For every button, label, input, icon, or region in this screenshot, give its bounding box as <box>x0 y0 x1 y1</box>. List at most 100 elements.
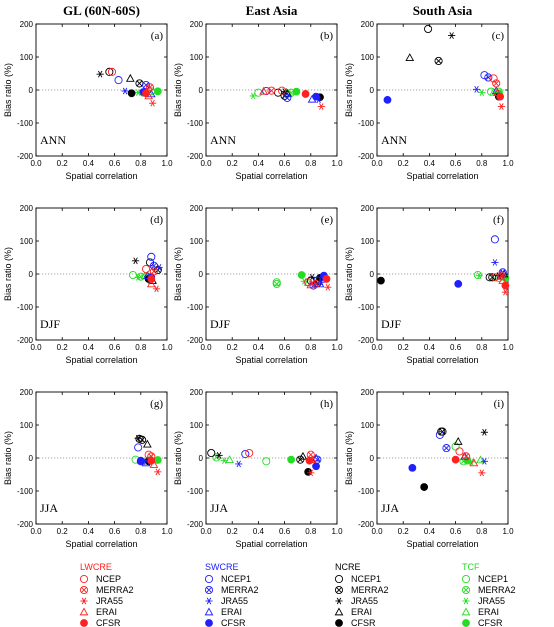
x-axis-label: Spatial correlation <box>65 539 137 549</box>
season-label: DJF <box>381 317 401 331</box>
season-label: JJA <box>381 501 399 515</box>
x-tick-label: 0.2 <box>398 159 410 168</box>
y-tick-label: -200 <box>187 520 204 529</box>
data-point-ncre-jra55 <box>131 257 140 265</box>
data-point-tcf-jra55 <box>249 92 257 100</box>
y-tick-label: 0 <box>370 270 375 279</box>
x-tick-label: 0.4 <box>424 159 436 168</box>
season-label: JJA <box>210 501 228 515</box>
y-tick-label: -200 <box>17 336 34 345</box>
y-tick-label: -100 <box>187 303 204 312</box>
data-point-ncre-ncep1 <box>105 67 114 76</box>
data-point-lwcre-cfsr <box>501 281 510 290</box>
x-tick-label: 0.8 <box>476 343 488 352</box>
x-tick-label: 0.2 <box>227 159 239 168</box>
data-point-lwcre-ncep <box>107 67 117 76</box>
data-point-lwcre-ncep <box>277 86 287 95</box>
data-point-swcre-cfsr <box>383 96 392 104</box>
x-tick-label: 0.0 <box>200 527 212 536</box>
data-point-swcre-jra55 <box>155 264 163 271</box>
x-tick-label: 1.0 <box>502 343 514 352</box>
data-point-lwcre-erai <box>306 280 316 289</box>
y-tick-label: 100 <box>361 53 375 62</box>
data-point-lwcre-jra55 <box>317 103 325 110</box>
legend-item-label: NCEP <box>96 574 121 584</box>
legend-item-label: MERRA2 <box>478 585 516 595</box>
y-tick-label: -100 <box>358 487 375 496</box>
x-tick-label: 0.8 <box>135 343 147 352</box>
y-tick-label: -200 <box>358 520 375 529</box>
legend-marker-circle <box>461 574 471 584</box>
y-tick-label: 200 <box>190 204 204 213</box>
data-point-swcre-ncep1 <box>147 252 156 261</box>
legend-marker-triangle <box>204 607 214 616</box>
data-point-swcre-jra55 <box>121 87 129 95</box>
data-point-swcre-jra55 <box>472 85 481 93</box>
data-point-swcre-jra55 <box>491 259 499 266</box>
season-label: ANN <box>210 133 236 147</box>
data-point-ncre-jra55 <box>134 434 142 442</box>
x-axis-label: Spatial correlation <box>406 171 478 181</box>
legend-item-label: NCEP1 <box>221 574 251 584</box>
data-point-lwcre-merra2 <box>149 267 158 276</box>
x-tick-label: 0.2 <box>57 159 69 168</box>
legend-item-label: CFSR <box>351 618 376 627</box>
data-point-swcre-ncep1 <box>480 71 489 80</box>
panel-letter: (e) <box>321 214 334 226</box>
data-point-tcf-ncep1 <box>262 457 271 466</box>
data-point-lwcre-cfsr <box>305 456 314 465</box>
data-point-lwcre-jra55 <box>307 469 315 477</box>
data-point-ncre-merra2 <box>488 273 497 282</box>
legend-item-label: ERAI <box>478 607 499 617</box>
data-point-lwcre-erai <box>146 279 156 288</box>
panel-letter: (i) <box>494 398 505 410</box>
y-tick-label: -200 <box>358 152 375 161</box>
panel-b: 0.0 0.2 0.4 0.6 0.8 1.0 200 100 0 -100 -200 Spatial… <box>173 20 343 181</box>
data-point-swcre-cfsr <box>312 462 320 471</box>
data-point-lwcre-cfsr <box>301 90 310 98</box>
data-point-tcf-ncep1 <box>272 278 281 287</box>
data-point-tcf-cfsr <box>153 456 162 464</box>
x-tick-label: 0.6 <box>109 527 121 536</box>
data-point-lwcre-cfsr <box>142 89 150 98</box>
x-axis-label: Spatial correlation <box>235 539 307 549</box>
data-point-tcf-merra2 <box>272 279 281 288</box>
y-tick-label: -200 <box>358 336 375 345</box>
season-label: ANN <box>381 133 407 147</box>
x-tick-label: 0.4 <box>253 343 265 352</box>
panels-layer: GL (60N-60S) East Asia South Asia 0.0 0.2 0.4… <box>3 3 514 549</box>
data-point-lwcre-ncep <box>489 74 498 83</box>
legend-item-label: MERRA2 <box>96 585 134 595</box>
column-title: South Asia <box>413 3 473 18</box>
legend-marker-asterisk <box>205 597 213 605</box>
y-tick-label: 0 <box>29 454 34 463</box>
data-point-tcf-erai <box>225 455 234 463</box>
data-point-swcre-cfsr <box>312 92 320 101</box>
x-tick-label: 1.0 <box>331 343 343 352</box>
data-point-swcre-ncep1 <box>490 235 499 244</box>
data-point-lwcre-ncep <box>245 448 254 458</box>
y-tick-label: -200 <box>187 152 204 161</box>
legend-marker-circle-x <box>204 585 214 595</box>
panel-letter: (h) <box>320 398 333 410</box>
y-tick-label: -100 <box>17 303 34 312</box>
x-tick-label: 0.2 <box>398 343 410 352</box>
data-point-tcf-ncep1 <box>254 88 263 97</box>
data-point-ncre-ncep1 <box>207 448 216 458</box>
y-tick-label: 0 <box>370 454 375 463</box>
data-point-lwcre-merra2 <box>267 86 276 95</box>
y-tick-label: 100 <box>190 53 204 62</box>
y-tick-label: 100 <box>20 421 34 430</box>
legend-item-label: JRA55 <box>351 596 378 606</box>
x-tick-label: 0.6 <box>450 343 462 352</box>
y-tick-label: 0 <box>199 454 204 463</box>
data-point-ncre-erai <box>405 53 415 61</box>
legend-marker-filled-circle <box>205 619 213 627</box>
x-tick-label: 0.6 <box>279 343 291 352</box>
x-tick-label: 0.2 <box>227 343 239 352</box>
x-tick-label: 1.0 <box>502 527 514 536</box>
x-tick-label: 0.2 <box>57 527 69 536</box>
y-tick-label: -100 <box>358 119 375 128</box>
